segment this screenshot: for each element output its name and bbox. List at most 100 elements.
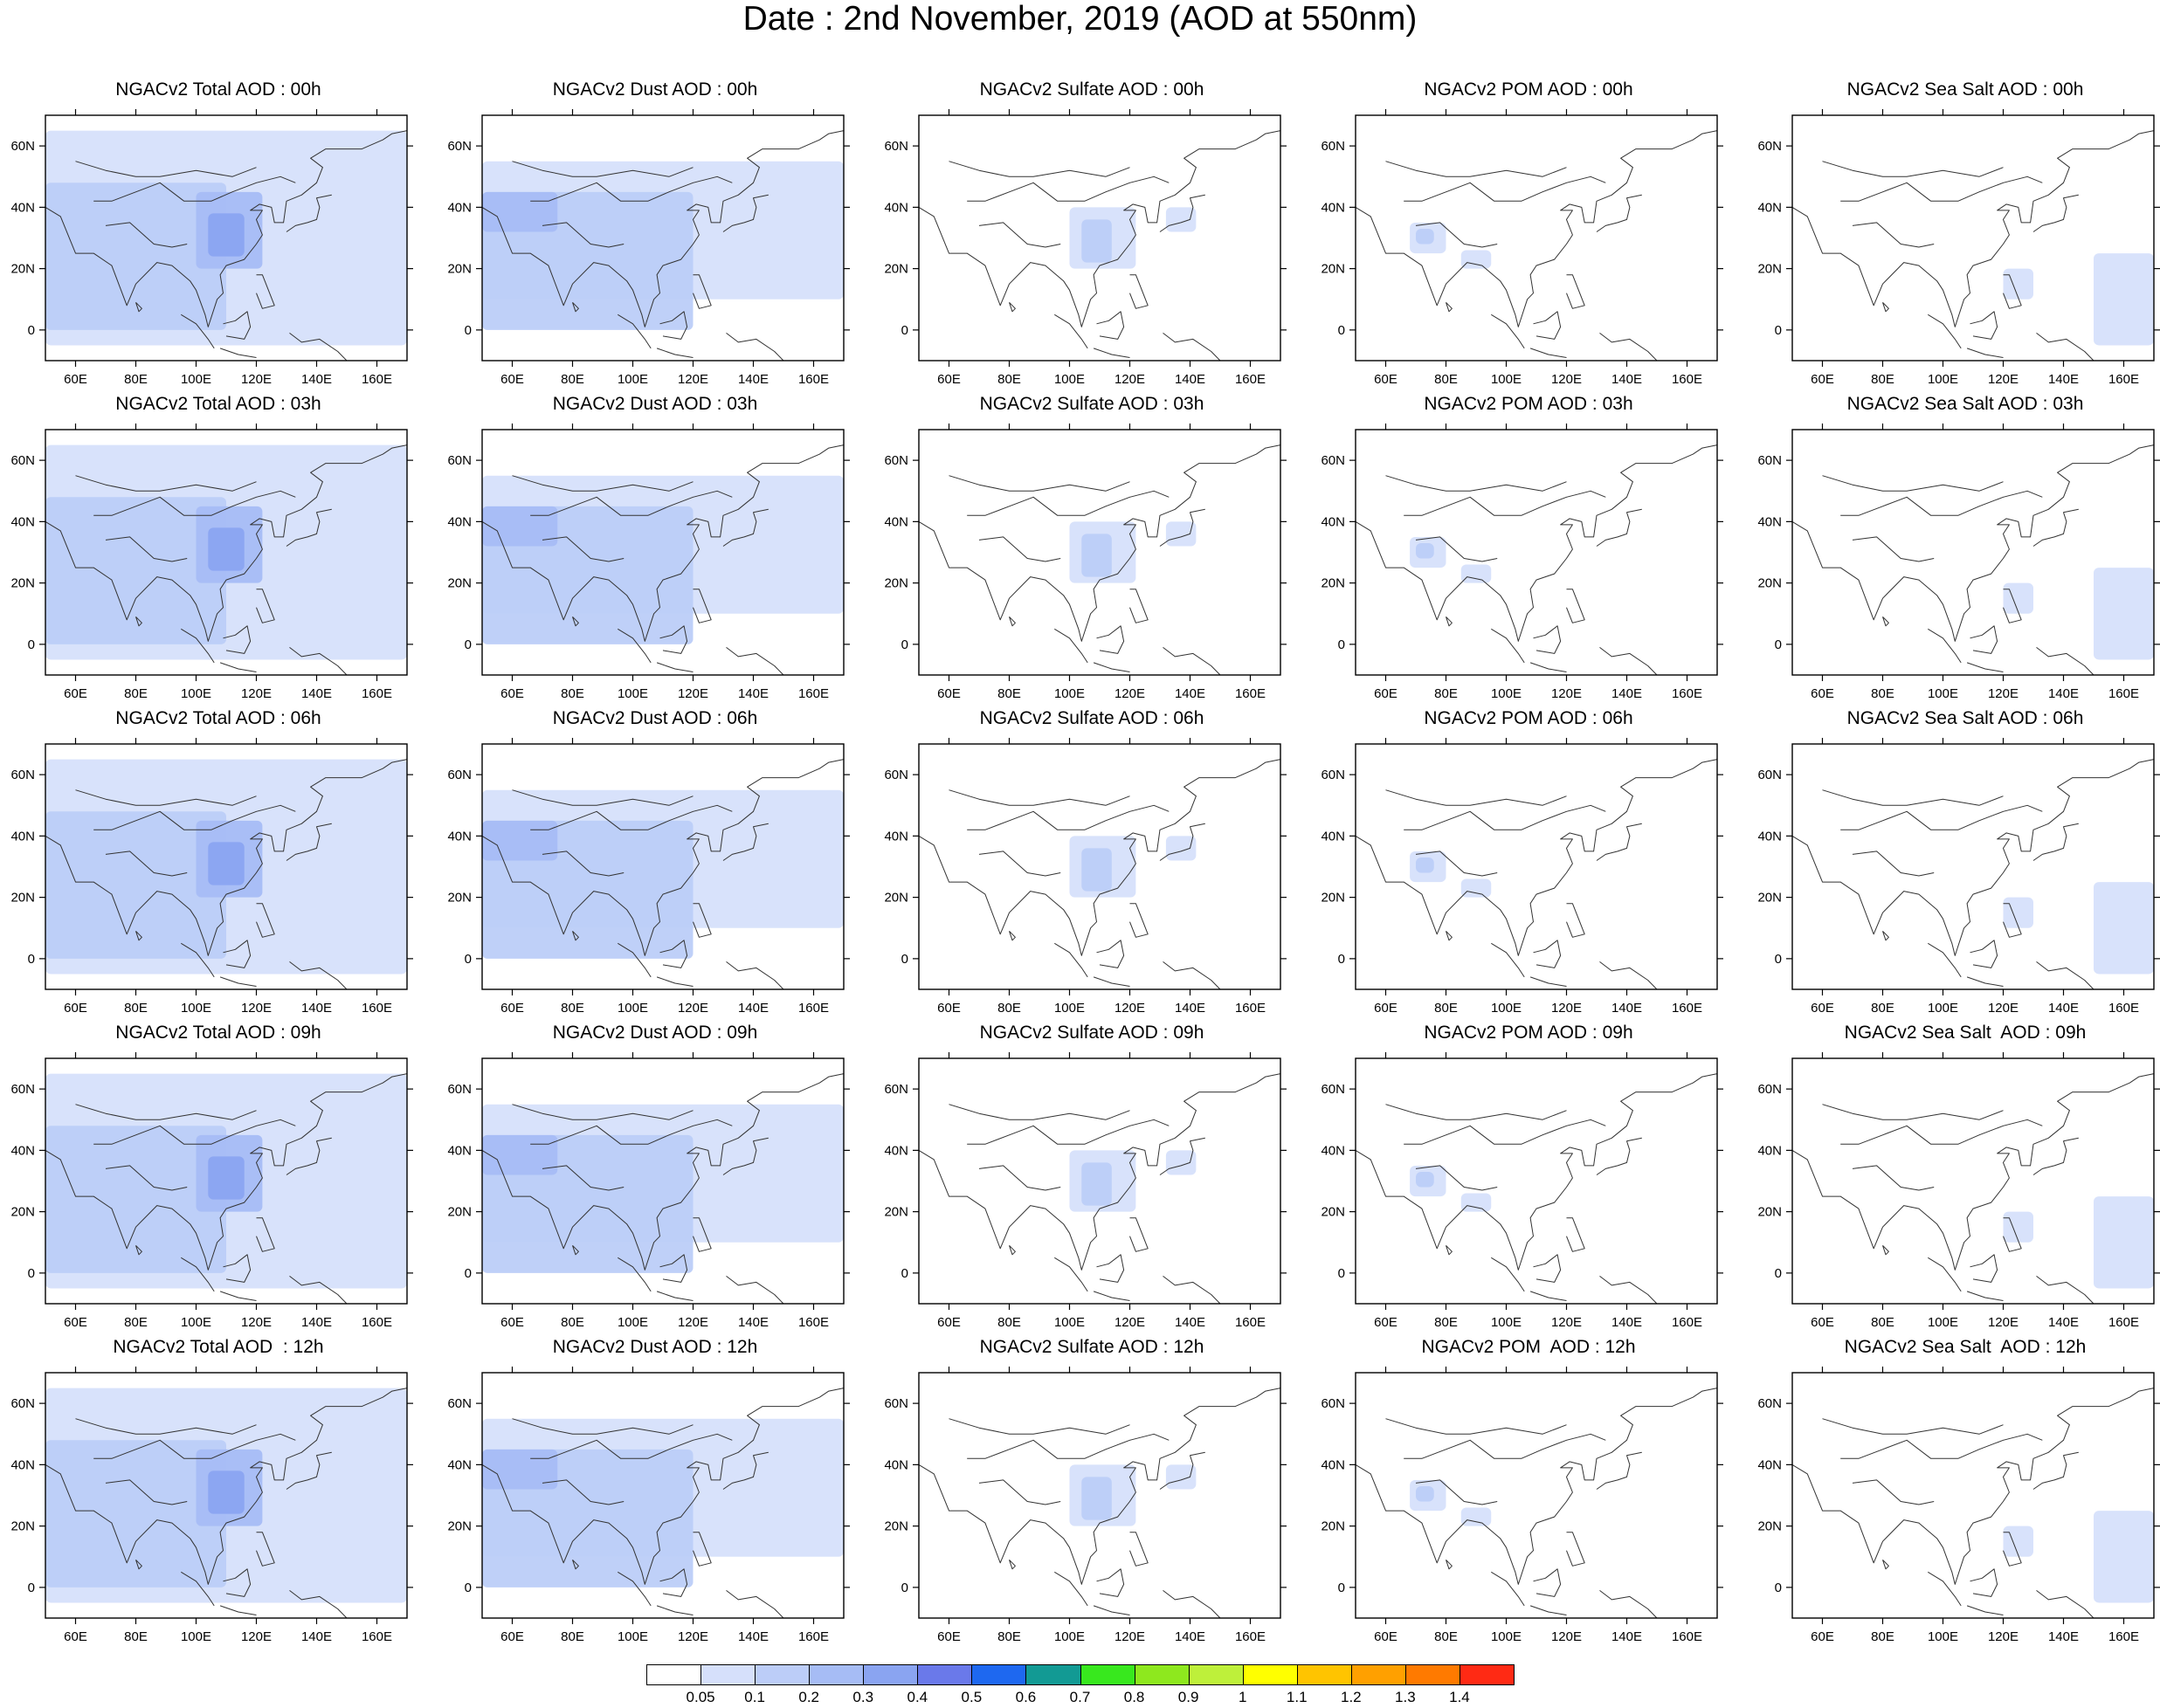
map-panel-dust-00h: NGACv2 Dust AOD : 00h 60E 80E 100E 120E 140E 1… (437, 77, 873, 391)
coastline (918, 444, 1281, 642)
lon-tick-label: 100E (1928, 686, 1958, 701)
coastline (289, 1590, 348, 1619)
lat-tick-label: 20N (1757, 262, 1782, 277)
coastline (1566, 589, 1585, 623)
lon-tick-label: 100E (1928, 1315, 1958, 1330)
coastline (659, 1254, 688, 1283)
map-frame (1355, 429, 1718, 676)
coastline (1054, 313, 1088, 349)
lat-tick-label: 0 (901, 323, 908, 338)
coastline (1791, 1073, 2155, 1271)
lon-tick-label: 120E (678, 686, 708, 701)
coastline (1163, 647, 1221, 676)
lat-tick-label: 40N (10, 200, 35, 215)
colorbar-swatch (863, 1664, 919, 1685)
lon-tick-label: 120E (241, 1315, 272, 1330)
coastline (1852, 1165, 1935, 1191)
coastline (512, 161, 694, 177)
lon-tick-label: 120E (1115, 372, 1145, 387)
coastline (1159, 194, 1205, 232)
coastline (1596, 1451, 1642, 1490)
lon-tick-label: 160E (362, 1629, 392, 1644)
lat-tick-label: 40N (1757, 200, 1782, 215)
lat-tick-label: 0 (1338, 1581, 1345, 1595)
coastline (542, 222, 625, 248)
coastline (1852, 222, 1935, 248)
colorbar-label: 0.4 (907, 1689, 928, 1705)
coastline (1129, 274, 1149, 309)
coastline (75, 1104, 257, 1120)
colorbar-label: 1.2 (1340, 1689, 1362, 1705)
coastline (256, 1217, 275, 1252)
panel-title: NGACv2 Sea Salt AOD : 03h (1846, 394, 2084, 414)
lon-tick-label: 60E (64, 1315, 87, 1330)
aod-map: 60E 80E 100E 120E 140E 160E 60N 40N 20N 0 (10, 1052, 413, 1330)
aod-region (2094, 882, 2154, 975)
map-frame (45, 1372, 408, 1619)
coastline (722, 1137, 769, 1175)
coastline (2032, 1451, 2079, 1490)
lat-tick-label: 40N (1757, 1143, 1782, 1158)
lon-tick-label: 60E (937, 372, 961, 387)
coastline (2032, 508, 2079, 547)
coastline (181, 313, 215, 349)
coastline (93, 1433, 296, 1459)
coastline (512, 475, 694, 492)
lon-tick-label: 100E (1928, 1001, 1958, 1016)
lon-tick-label: 60E (937, 1315, 961, 1330)
coastline (2036, 647, 2094, 676)
aod-map: 60E 80E 100E 120E 140E 160E 60N 40N 20N 0 (1757, 1367, 2160, 1644)
coastline (181, 1571, 215, 1607)
lat-tick-label: 60N (884, 1396, 908, 1411)
coastline (1009, 301, 1016, 313)
coastline (967, 176, 1170, 202)
coastline (1446, 1559, 1453, 1570)
coastline (286, 823, 332, 861)
coastline (572, 1244, 579, 1256)
map-frame (1355, 743, 1718, 990)
colorbar (646, 1664, 1515, 1687)
lat-tick-label: 40N (1757, 514, 1782, 529)
coastline (2036, 961, 2094, 990)
lat-tick-label: 60N (1321, 453, 1345, 468)
colorbar-swatch (755, 1664, 811, 1685)
lon-tick-label: 100E (1054, 686, 1085, 701)
coastline (1446, 301, 1453, 313)
lat-tick-label: 60N (884, 139, 908, 154)
lon-tick-label: 140E (1175, 372, 1205, 387)
lon-tick-label: 160E (1235, 1001, 1266, 1016)
aod-region (1460, 1193, 1492, 1212)
coastline (512, 789, 694, 806)
coastline (1970, 1254, 1998, 1283)
coastline (530, 490, 733, 516)
lat-tick-label: 20N (10, 1519, 35, 1534)
aod-region (2003, 897, 2033, 928)
lon-tick-label: 80E (997, 372, 1021, 387)
coastline (1840, 1433, 2043, 1459)
coastline (289, 333, 348, 362)
lon-tick-label: 100E (1491, 1001, 1522, 1016)
map-frame (1791, 1057, 2155, 1305)
aod-region (1460, 250, 1492, 269)
coastline (1491, 1257, 1525, 1292)
lat-tick-label: 40N (884, 514, 908, 529)
colorbar-swatch (971, 1664, 1027, 1685)
aod-region (2094, 1511, 2154, 1603)
coastline (1928, 628, 1962, 664)
lon-tick-label: 100E (618, 1629, 648, 1644)
lat-tick-label: 0 (901, 952, 908, 967)
coastline (481, 1073, 845, 1271)
lat-tick-label: 20N (1321, 576, 1345, 591)
lon-tick-label: 140E (301, 372, 332, 387)
panel-title: NGACv2 Sea Salt AOD : 12h (1844, 1337, 2087, 1357)
map-panel-total-06h: NGACv2 Total AOD : 06h 60E 80E 100E 120E 140E… (0, 706, 437, 1020)
lon-tick-label: 80E (124, 1629, 148, 1644)
coastline (1096, 311, 1125, 340)
coastline (2003, 274, 2022, 309)
lon-tick-label: 160E (798, 372, 829, 387)
map-frame (45, 743, 408, 990)
aod-region (208, 1156, 245, 1200)
coastline (2032, 194, 2079, 232)
lat-tick-label: 20N (10, 262, 35, 277)
map-panel-sea-salt-00h: NGACv2 Sea Salt AOD : 00h 60E 80E 100E 120E 1… (1747, 77, 2160, 391)
